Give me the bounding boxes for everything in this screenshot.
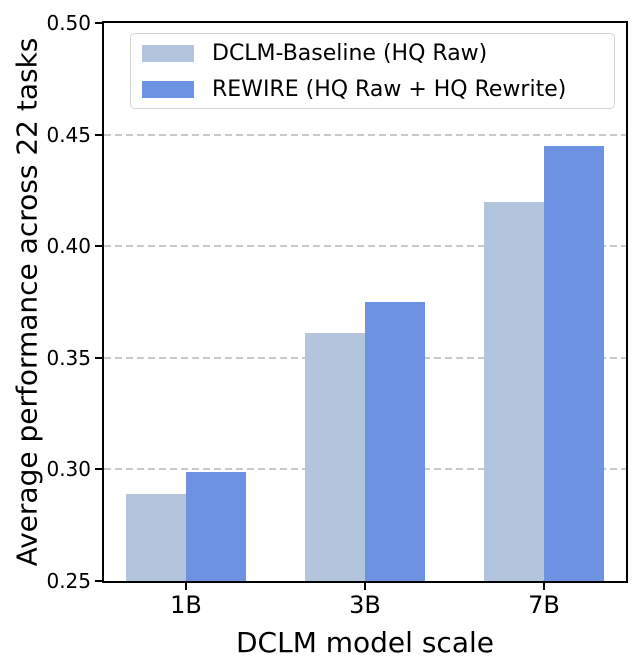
bar-3b-rewire (365, 302, 425, 581)
legend-item-baseline: DCLM-Baseline (HQ Raw) (131, 35, 614, 71)
ytick-label-0.45: 0.45 (46, 122, 91, 147)
ytick-label-0.50: 0.50 (46, 11, 91, 35)
bar-1b-baseline (126, 494, 186, 581)
bar-7b-rewire (544, 145, 604, 581)
ytick-mark-0.35 (95, 356, 102, 359)
bar-7b-baseline (484, 201, 544, 581)
legend-label-baseline: DCLM-Baseline (HQ Raw) (212, 40, 488, 66)
xtick-label-7b: 7B (528, 591, 560, 619)
xtick-mark-7b (543, 583, 545, 590)
ytick-mark-0.45 (95, 133, 102, 136)
ytick-mark-0.50 (95, 22, 102, 24)
y-axis-label: Average performance across 22 tasks (10, 37, 44, 567)
bar-1b-rewire (186, 471, 246, 581)
plot-inner: DCLM-Baseline (HQ Raw) REWIRE (HQ Raw + … (104, 23, 626, 581)
xtick-label-3b: 3B (349, 591, 381, 619)
legend: DCLM-Baseline (HQ Raw) REWIRE (HQ Raw + … (130, 33, 615, 109)
gridline-0.40 (104, 245, 626, 248)
x-axis-label: DCLM model scale (235, 626, 494, 659)
xtick-mark-3b (364, 583, 366, 590)
bar-3b-baseline (305, 333, 365, 581)
plot-area: DCLM-Baseline (HQ Raw) REWIRE (HQ Raw + … (102, 21, 628, 583)
legend-item-rewire: REWIRE (HQ Raw + HQ Rewrite) (131, 71, 614, 107)
legend-swatch-rewire-icon (142, 80, 194, 98)
ytick-label-0.40: 0.40 (46, 234, 91, 259)
xtick-mark-1b (185, 583, 187, 590)
ytick-label-0.30: 0.30 (46, 457, 91, 482)
ytick-mark-0.30 (95, 468, 102, 471)
gridline-0.45 (104, 133, 626, 136)
legend-swatch-baseline-icon (142, 44, 194, 62)
xtick-label-1b: 1B (170, 591, 202, 619)
ytick-mark-0.40 (95, 245, 102, 248)
legend-label-rewire: REWIRE (HQ Raw + HQ Rewrite) (212, 76, 567, 102)
ytick-mark-0.25 (95, 580, 102, 582)
ytick-label-0.35: 0.35 (46, 345, 91, 370)
ytick-label-0.25: 0.25 (46, 569, 91, 593)
